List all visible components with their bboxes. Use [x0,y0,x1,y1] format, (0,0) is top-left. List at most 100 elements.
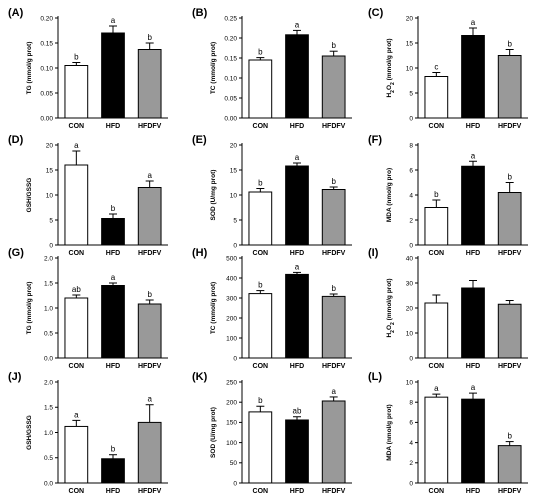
y-tick-label: 0 [233,242,237,249]
x-tick-label: HFD [466,488,480,494]
y-axis-title: TG (mmol/g prot) [26,42,33,95]
y-tick-label: 5 [233,217,237,224]
x-tick-label: HFD [466,363,480,370]
bar-hfd [285,419,309,484]
bar-hfdfv [497,445,522,484]
y-axis-title: MDA (nmol/g prot) [386,404,393,460]
y-tick-label: 0.0 [44,355,53,362]
y-tick-label: 2.0 [44,255,53,262]
bar-hfd [285,165,309,246]
x-tick-label: HFD [466,123,480,130]
bar-hfd [461,398,485,484]
x-tick-label: HFDFV [138,488,162,494]
y-axis-title-part: O [386,85,393,90]
panel-h: (H) TC (mmol/g prot) 0 100 200 300 400 500 b CON a… [192,247,352,370]
y-tick-label: 150 [226,420,237,427]
bar-con [248,191,273,246]
y-axis-title-part: 2 [390,330,396,333]
bar-hfdfv [497,55,522,119]
sig-letter: c [434,63,438,72]
panel-e: (E) SOD (U/mg prot) 0 5 10 15 20 b CON a HFD b HFDFV [192,134,352,257]
panel-label: (H) [192,247,208,259]
y-axis-title-part: (mmol/g prot) [386,38,393,82]
sig-letter: a [147,171,152,180]
y-tick-label: 2 [409,217,413,224]
y-tick-label: 0.10 [224,75,237,82]
x-tick-label: HFDFV [498,488,522,494]
x-tick-label: HFD [290,123,304,130]
bar-hfdfv [497,192,522,246]
panel-g: (G)TG (mmol/g prot)0.00.51.01.52.0abCONa… [8,247,168,370]
x-tick-label: HFD [290,488,304,494]
y-tick-label: 4 [409,192,413,199]
y-tick-label: 0.0 [44,480,53,487]
panel-f: (F) MDA (nmol/g pro) 0 2 4 6 8 b CON a HFD b HFDFV [368,134,528,257]
panel-label: (A) [8,7,24,19]
x-tick-label: CON [253,363,269,370]
y-tick-label: 5 [409,90,413,97]
panel-label: (G) [8,247,24,259]
y-tick-label: 0.15 [224,55,237,62]
bar-con [64,425,89,484]
bar-hfd [285,34,309,119]
y-axis-title: TC (mmol/g prot) [210,282,217,334]
panel-label: (D) [8,134,24,146]
y-tick-label: 10 [406,330,414,337]
y-axis-title-part: 2 [390,82,396,85]
y-axis-title-part: H [386,93,393,98]
x-tick-label: HFD [106,488,120,494]
y-tick-label: 0 [409,355,413,362]
y-tick-label: 250 [226,379,237,386]
sig-letter: b [331,177,336,186]
y-tick-label: 15 [230,167,238,174]
sig-letter: a [74,410,79,419]
y-tick-label: 2.0 [44,379,53,386]
panel-label: (L) [368,371,382,383]
y-tick-label: 8 [409,142,413,149]
panel-b: (B) TC (mmol/g prot) 0.00 0.05 0.10 0.15 0.20 0… [192,7,352,130]
y-tick-label: 20 [46,142,54,149]
sig-letter: b [331,41,336,50]
y-tick-label: 6 [409,167,413,174]
y-axis-title: MDA (nmol/g pro) [386,168,393,222]
bar-hfdfv [497,303,522,359]
bar-con [248,293,273,359]
x-tick-label: HFD [466,250,480,257]
y-tick-label: 200 [226,400,237,407]
bar-hfdfv [321,189,346,246]
y-tick-label: 100 [226,440,237,447]
x-tick-label: CON [429,363,445,370]
y-axis-title: GSH/GSSG [26,415,33,450]
x-tick-label: CON [253,250,269,257]
y-axis-title: H2O2 (mmol/g prot) [386,278,396,337]
y-tick-label: 20 [406,305,414,312]
x-tick-label: CON [429,123,445,130]
x-tick-label: CON [253,488,269,494]
sig-letter: b [111,445,116,454]
y-axis-title: H2O2 (mmol/g prot) [386,38,396,97]
bar-con [64,164,89,246]
panel-label: (B) [192,7,208,19]
y-tick-label: 6 [409,420,413,427]
y-tick-label: 0.5 [44,330,53,337]
sig-letter: b [74,53,79,62]
y-tick-label: 30 [406,280,414,287]
y-axis-title: SOD (U/mg prot) [210,170,217,221]
panel-label: (E) [192,134,207,146]
y-tick-label: 500 [226,255,237,262]
y-axis-title-part: O [386,325,393,330]
y-tick-label: 0.20 [40,15,53,22]
sig-letter: a [295,262,300,271]
y-tick-label: 0.20 [224,35,237,42]
bar-hfdfv [137,303,162,359]
x-tick-label: HFDFV [498,123,522,130]
bar-hfd [101,285,125,359]
y-tick-label: 15 [46,167,54,174]
y-tick-label: 40 [406,255,414,262]
sig-letter: a [295,153,300,162]
panel-label: (F) [368,134,382,146]
sig-letter: b [147,33,152,42]
panel-label: (K) [192,371,208,383]
x-tick-label: HFDFV [138,123,162,130]
